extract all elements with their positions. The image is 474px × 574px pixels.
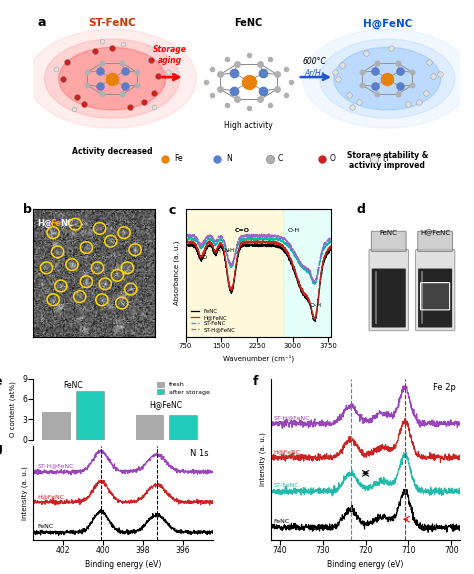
FancyBboxPatch shape [418,269,452,328]
Ellipse shape [334,47,441,110]
Text: O-H: O-H [288,228,300,232]
Bar [169,414,197,440]
Text: H@FeNC: H@FeNC [363,18,412,29]
FancyBboxPatch shape [369,250,409,331]
Text: H: H [382,154,388,164]
Text: ST-H@FeNC: ST-H@FeNC [273,416,310,421]
Text: High activity: High activity [224,122,273,130]
Text: e: e [0,375,2,388]
Text: N 1s: N 1s [191,448,209,457]
Text: O-H: O-H [309,302,321,308]
FancyBboxPatch shape [415,250,455,331]
Text: g: g [0,442,2,455]
Text: FeNC: FeNC [63,381,83,390]
Bar [283,210,331,337]
Text: C: C [278,154,283,164]
Ellipse shape [319,39,455,118]
X-axis label: Binding energy (eV): Binding energy (eV) [85,560,161,569]
Text: ST-FeNC: ST-FeNC [273,483,299,488]
Text: c: c [168,204,175,217]
Text: O: O [330,154,336,164]
Y-axis label: Absorbance (a. u.): Absorbance (a. u.) [173,241,180,305]
Ellipse shape [303,29,472,128]
Ellipse shape [27,29,197,128]
Bar [136,415,164,440]
Text: Fe: Fe [50,219,61,228]
Text: C-O: C-O [198,255,208,260]
Text: H@: H@ [37,219,53,228]
Text: FeNC: FeNC [235,18,263,28]
Y-axis label: Intensity (a. u.): Intensity (a. u.) [21,466,27,519]
Text: d: d [356,203,365,216]
Text: Fe: Fe [174,154,182,164]
Ellipse shape [59,47,165,110]
Legend: FeNC, H@FeNC, ST-FeNC, ST-H@FeNC: FeNC, H@FeNC, ST-FeNC, ST-H@FeNC [188,307,237,334]
Text: b: b [23,203,32,216]
Bar [43,413,70,440]
Text: Fe 2p: Fe 2p [433,383,456,393]
X-axis label: Wavenumber (cm⁻¹): Wavenumber (cm⁻¹) [222,355,294,362]
Text: f: f [253,375,258,389]
Ellipse shape [45,39,180,118]
FancyBboxPatch shape [372,269,406,328]
Text: FeNC: FeNC [37,524,54,529]
Bar [185,210,283,337]
Text: C-H: C-H [212,249,222,254]
Text: 600°C: 600°C [303,57,327,66]
Legend: fresh, after storage: fresh, after storage [157,382,210,395]
Text: H@FeNC: H@FeNC [273,449,301,455]
Y-axis label: Intensity (a. u.): Intensity (a. u.) [259,432,266,486]
Text: FeNC: FeNC [273,519,290,524]
FancyBboxPatch shape [371,231,406,251]
Text: N: N [226,154,232,164]
Text: H@FeNC: H@FeNC [150,400,182,409]
Text: Ar/H₂: Ar/H₂ [305,68,325,77]
Text: ST-FeNC: ST-FeNC [88,18,136,28]
Text: Activity decreased: Activity decreased [72,148,152,156]
Bar [76,391,104,440]
FancyBboxPatch shape [420,282,450,310]
Text: NC: NC [60,219,73,228]
FancyBboxPatch shape [418,231,453,251]
Text: C=O: C=O [235,228,249,232]
Text: a: a [37,16,46,29]
Text: FeNC: FeNC [380,230,398,236]
Text: N-H: N-H [224,247,234,253]
Text: H@FeNC: H@FeNC [37,494,64,499]
Y-axis label: O content (at%): O content (at%) [10,381,17,437]
Text: H@FeNC: H@FeNC [420,230,450,236]
Text: Storage
aging: Storage aging [153,45,187,65]
X-axis label: Binding energy (eV): Binding energy (eV) [328,560,404,569]
Text: Storage stability &
activity improved: Storage stability & activity improved [346,150,428,170]
Text: ST-H@FeNC: ST-H@FeNC [37,464,73,469]
